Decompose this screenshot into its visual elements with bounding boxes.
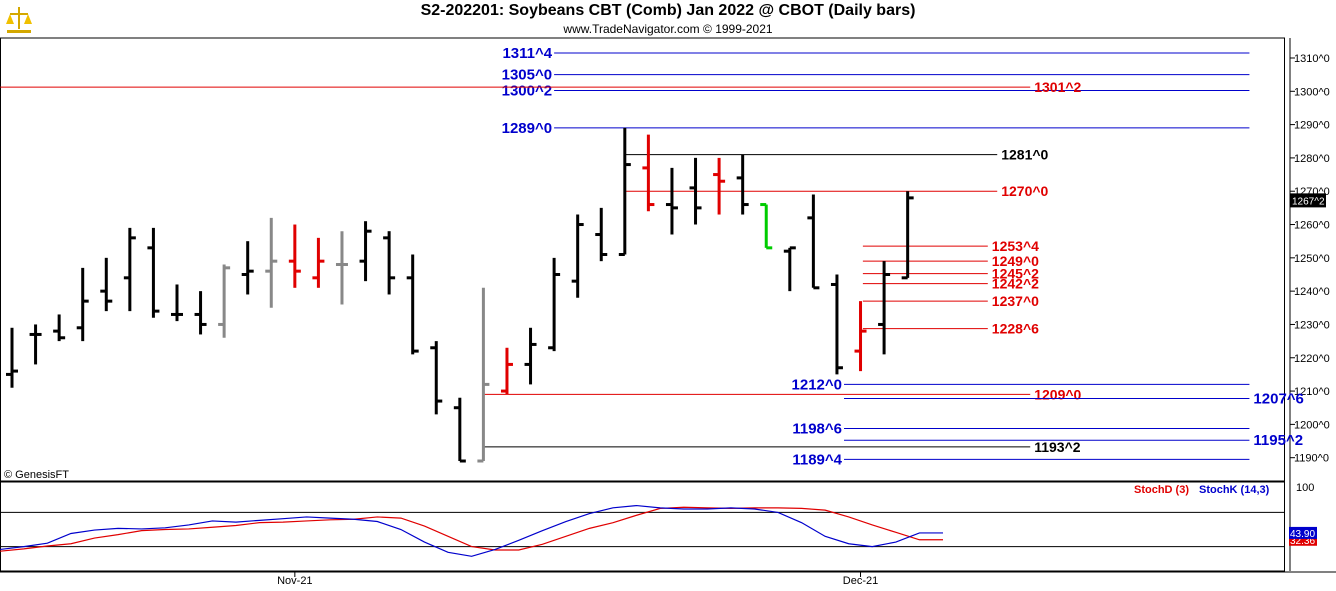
oscillator-panel-frame xyxy=(0,481,1285,572)
y-tick-label: 1300^0 xyxy=(1294,86,1330,98)
level-label: 1198^6 xyxy=(792,421,842,438)
level-label: 1311^4 xyxy=(502,45,552,62)
x-tick-label: Dec-21 xyxy=(843,575,878,587)
stoch-value-label: 32.36 xyxy=(1290,536,1315,547)
level-label: 1228^6 xyxy=(992,321,1039,337)
x-tick-label: Nov-21 xyxy=(277,575,312,587)
level-label: 1281^0 xyxy=(1001,147,1048,163)
stoch-line-k xyxy=(0,504,944,557)
y-tick-label: 1280^0 xyxy=(1294,153,1330,165)
price-panel-frame xyxy=(0,37,1285,482)
legend-stochk: StochK (14,3) xyxy=(1199,484,1270,496)
stoch-value-label: 43.90 xyxy=(1290,529,1315,540)
stoch-line-d xyxy=(0,506,944,552)
level-label: 1195^2 xyxy=(1253,432,1303,449)
last-price-box xyxy=(1290,193,1326,208)
level-label: 1237^0 xyxy=(992,293,1039,309)
level-label: 1253^4 xyxy=(992,238,1039,254)
y-tick-label: 1200^0 xyxy=(1294,419,1330,431)
tradenavigator-logo-icon xyxy=(4,4,34,34)
level-label: 1245^2 xyxy=(992,266,1039,282)
y-tick-label: 1260^0 xyxy=(1294,220,1330,232)
y-tick-label: 1310^0 xyxy=(1294,53,1330,65)
level-label: 1189^4 xyxy=(792,451,842,468)
y-tick-label: 1220^0 xyxy=(1294,353,1330,365)
level-label: 1289^0 xyxy=(502,120,552,137)
level-label: 1249^0 xyxy=(992,253,1039,269)
level-label: 1193^2 xyxy=(1034,439,1081,455)
level-label: 1209^0 xyxy=(1034,386,1081,402)
oscillator-ytick-label: 100 xyxy=(1296,482,1314,494)
y-tick-label: 1250^0 xyxy=(1294,253,1330,265)
level-label: 1270^0 xyxy=(1001,183,1048,199)
y-tick-label: 1290^0 xyxy=(1294,120,1330,132)
level-label: 1301^2 xyxy=(1034,79,1081,95)
level-label: 1207^6 xyxy=(1253,391,1303,408)
level-label: 1242^2 xyxy=(992,276,1039,292)
y-tick-label: 1190^0 xyxy=(1294,453,1329,465)
legend-stochd: StochD (3) xyxy=(1134,484,1189,496)
watermark: © GenesisFT xyxy=(4,469,69,481)
chart-title: S2-202201: Soybeans CBT (Comb) Jan 2022 … xyxy=(420,2,916,19)
level-label: 1212^0 xyxy=(792,376,842,393)
last-price-label: 1267^2 xyxy=(1292,196,1325,207)
level-label: 1305^0 xyxy=(502,67,552,84)
y-tick-label: 1210^0 xyxy=(1294,386,1330,398)
level-label: 1300^2 xyxy=(502,82,552,99)
chart-subtitle: www.TradeNavigator.com © 1999-2021 xyxy=(563,22,773,36)
stoch-value-box xyxy=(1289,526,1317,539)
y-tick-label: 1230^0 xyxy=(1294,319,1330,331)
y-tick-label: 1240^0 xyxy=(1294,286,1330,298)
